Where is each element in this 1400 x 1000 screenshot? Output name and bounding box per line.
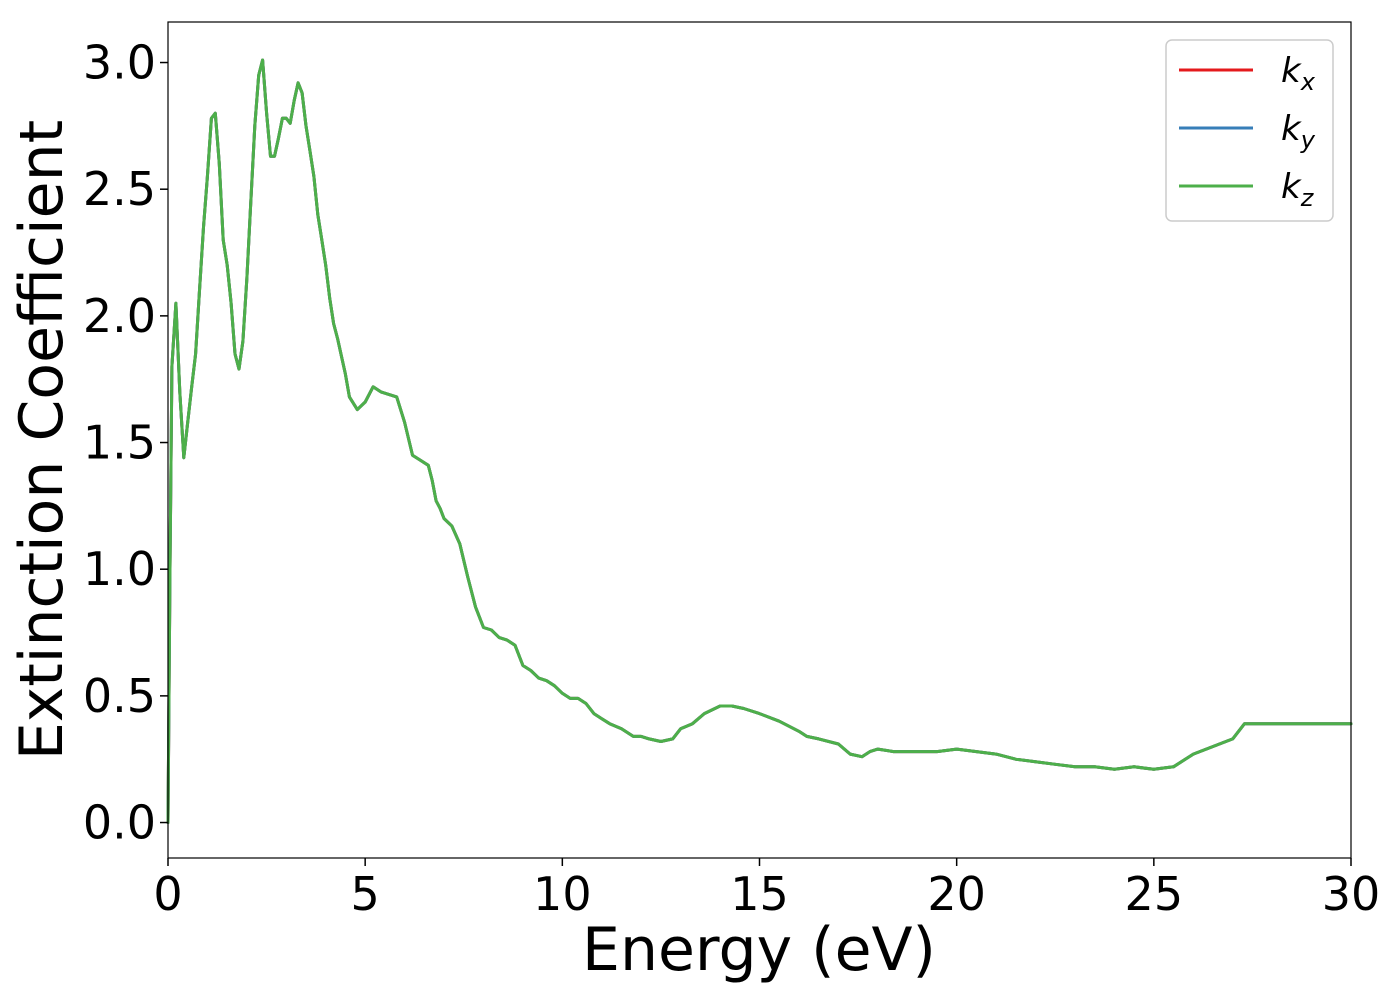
y-tick-label: 0.5 [83,669,156,723]
series-layer [166,58,1353,824]
x-axis-ticks: 0 5 10 15 20 25 30 [153,858,1380,921]
legend-label-subscript: y [1300,126,1316,154]
x-tick-label: 0 [153,867,182,921]
x-tick-label: 10 [533,867,592,921]
x-tick-label: 25 [1125,867,1184,921]
x-tick-label: 15 [730,867,789,921]
x-tick-label: 20 [927,867,986,921]
y-tick-label: 2.5 [83,162,156,216]
y-tick-label: 1.0 [83,542,156,596]
y-axis-label: Extinction Coefficient [7,120,77,760]
y-axis-ticks: 0.0 0.5 1.0 1.5 2.0 2.5 3.0 [83,36,168,850]
x-tick-label: 30 [1322,867,1381,921]
y-tick-label: 3.0 [83,36,156,90]
series-line-z [166,58,1353,824]
x-axis-label: Energy (eV) [582,915,936,985]
y-tick-label: 0.0 [83,796,156,850]
x-tick-label: 5 [351,867,380,921]
legend-box [1165,39,1334,222]
y-tick-label: 2.0 [83,289,156,343]
legend-label-subscript: x [1300,68,1316,96]
y-tick-label: 1.5 [83,416,156,470]
legend-label-subscript: z [1300,184,1315,212]
